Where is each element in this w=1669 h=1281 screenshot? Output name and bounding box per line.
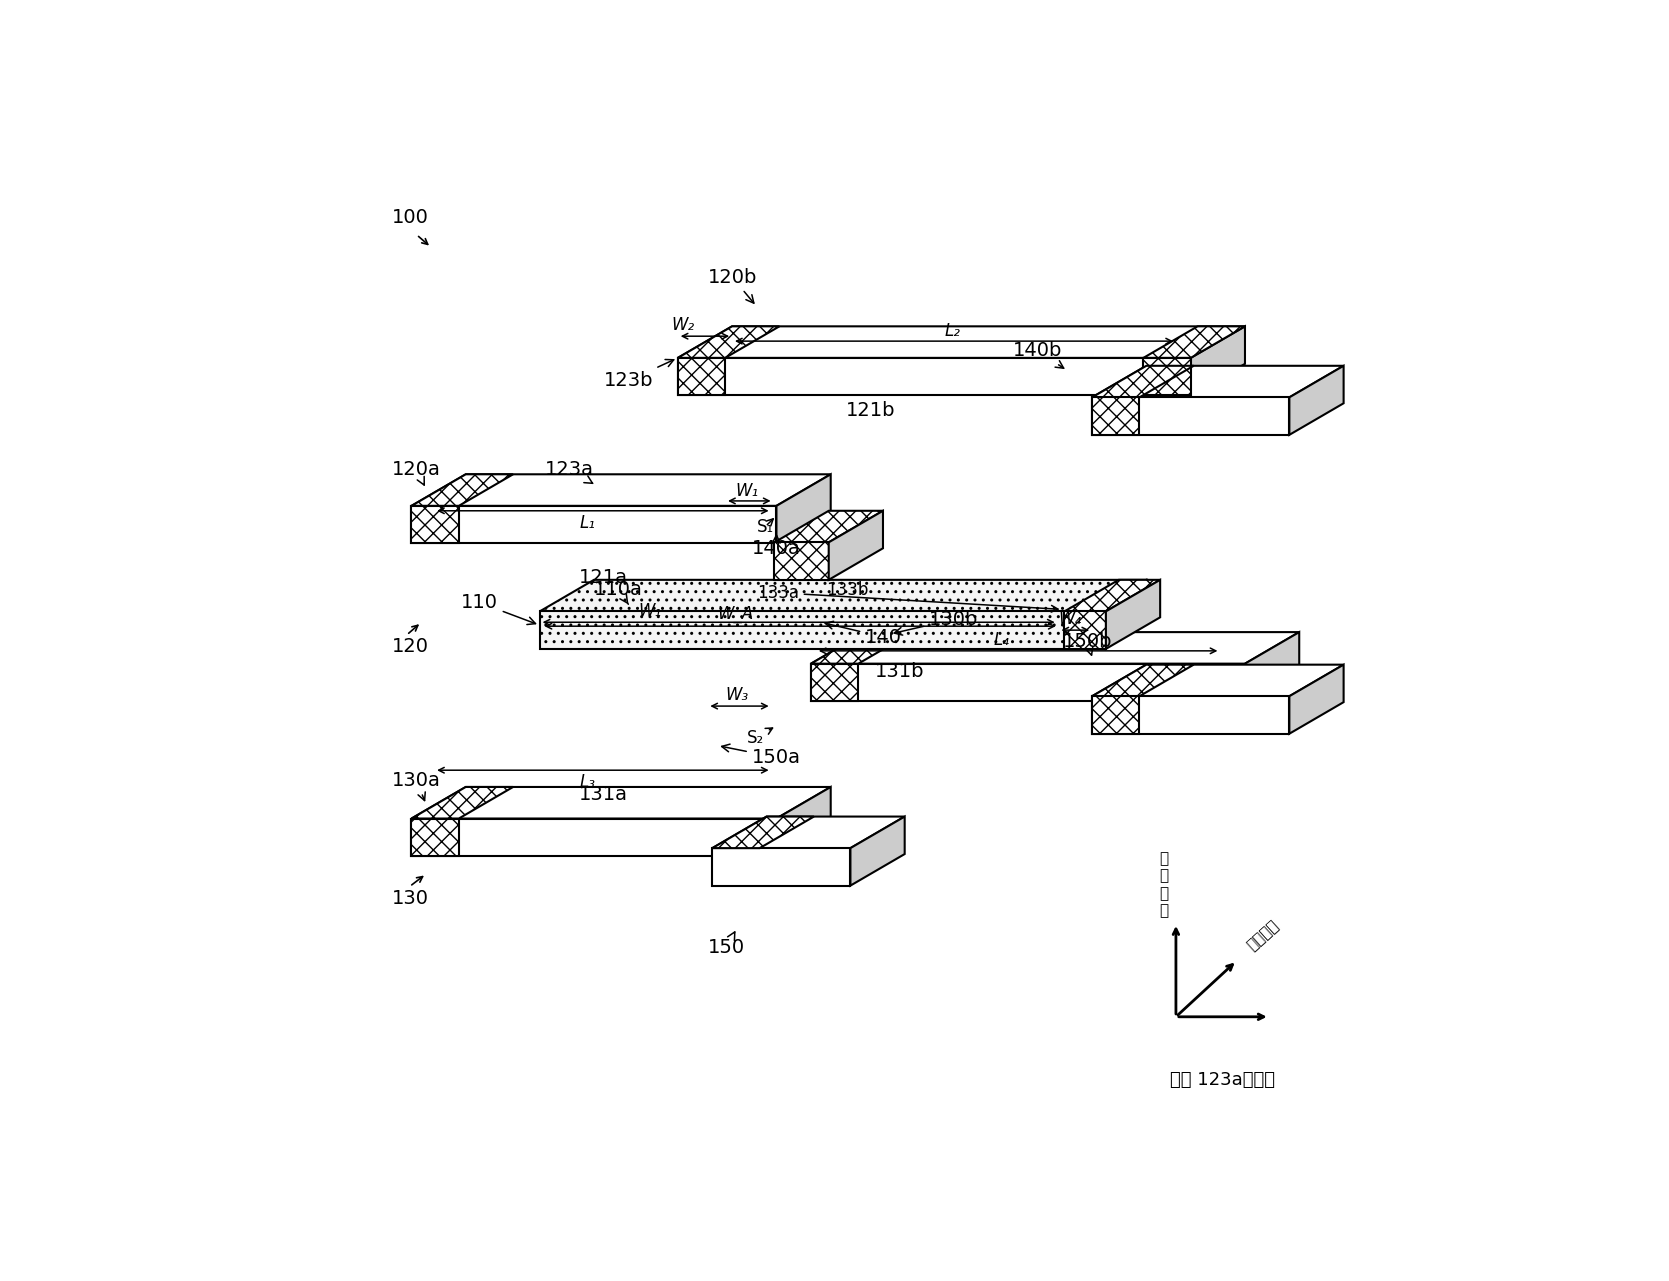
Text: 133a: 133a <box>756 584 1058 612</box>
Polygon shape <box>539 611 1092 649</box>
Polygon shape <box>829 511 883 580</box>
Polygon shape <box>1065 611 1107 649</box>
Text: 边缘 123a的方向: 边缘 123a的方向 <box>1170 1071 1275 1089</box>
Polygon shape <box>713 816 905 848</box>
Text: S₂: S₂ <box>746 728 773 747</box>
Text: 131a: 131a <box>579 785 628 804</box>
Polygon shape <box>1092 665 1193 697</box>
Polygon shape <box>678 327 779 357</box>
Polygon shape <box>1290 366 1344 434</box>
Polygon shape <box>412 819 459 856</box>
Text: 110: 110 <box>461 593 536 625</box>
Polygon shape <box>1065 580 1160 611</box>
Text: W₁: W₁ <box>638 602 661 620</box>
Polygon shape <box>1092 397 1140 434</box>
Polygon shape <box>776 787 831 856</box>
Polygon shape <box>678 357 1190 396</box>
Text: 121a: 121a <box>579 569 628 588</box>
Polygon shape <box>678 357 724 396</box>
Text: 120: 120 <box>392 638 429 656</box>
Polygon shape <box>1092 665 1344 697</box>
Polygon shape <box>1092 397 1290 434</box>
Text: 140b: 140b <box>1013 342 1063 368</box>
Text: 140a: 140a <box>751 535 801 557</box>
Text: 130a: 130a <box>392 771 441 801</box>
Polygon shape <box>412 787 512 819</box>
Text: W_A: W_A <box>718 606 753 624</box>
Polygon shape <box>851 816 905 885</box>
Polygon shape <box>1143 357 1190 396</box>
Text: 回
布
方
向: 回 布 方 向 <box>1160 851 1168 918</box>
Text: W₄: W₄ <box>1058 610 1082 628</box>
Text: 133b: 133b <box>826 580 868 598</box>
Polygon shape <box>412 506 459 543</box>
Text: 140: 140 <box>824 621 903 647</box>
Text: 130b: 130b <box>895 610 978 635</box>
Polygon shape <box>1143 327 1245 357</box>
Polygon shape <box>811 632 1298 664</box>
Polygon shape <box>774 542 829 580</box>
Text: L₄: L₄ <box>993 632 1010 649</box>
Polygon shape <box>412 819 776 856</box>
Polygon shape <box>1092 580 1147 649</box>
Text: 150: 150 <box>708 931 744 957</box>
Text: 123b: 123b <box>604 360 674 391</box>
Polygon shape <box>1190 327 1245 396</box>
Polygon shape <box>539 580 1147 611</box>
Polygon shape <box>1290 665 1344 734</box>
Polygon shape <box>811 664 858 701</box>
Polygon shape <box>1107 580 1160 649</box>
Text: W₁: W₁ <box>736 482 758 500</box>
Polygon shape <box>713 848 851 885</box>
Text: 120b: 120b <box>708 268 756 304</box>
Text: L₁: L₁ <box>579 514 596 532</box>
Text: W₃: W₃ <box>726 687 749 705</box>
Polygon shape <box>412 474 831 506</box>
Polygon shape <box>412 787 831 819</box>
Polygon shape <box>713 816 814 848</box>
Polygon shape <box>1092 697 1140 734</box>
Text: 130: 130 <box>392 889 429 908</box>
Text: L₂: L₂ <box>945 323 960 341</box>
Text: L₃: L₃ <box>579 772 596 792</box>
Text: 121b: 121b <box>846 401 895 420</box>
Text: 150a: 150a <box>721 744 801 767</box>
Polygon shape <box>412 506 776 543</box>
Text: S₁: S₁ <box>756 518 774 535</box>
Text: 150b: 150b <box>1063 633 1112 655</box>
Polygon shape <box>1092 366 1193 397</box>
Polygon shape <box>1245 632 1298 701</box>
Text: 110a: 110a <box>594 580 643 605</box>
Polygon shape <box>412 474 512 506</box>
Text: 120a: 120a <box>392 460 441 485</box>
Polygon shape <box>1092 697 1290 734</box>
Text: 布线方向: 布线方向 <box>1245 917 1282 953</box>
Text: 100: 100 <box>392 209 429 227</box>
Text: 131b: 131b <box>875 662 925 681</box>
Text: 123a: 123a <box>544 460 594 483</box>
Polygon shape <box>811 632 913 664</box>
Polygon shape <box>774 511 883 542</box>
Polygon shape <box>678 327 1245 357</box>
Text: W₂: W₂ <box>671 316 694 334</box>
Polygon shape <box>811 664 1245 701</box>
Polygon shape <box>776 474 831 543</box>
Polygon shape <box>1092 366 1344 397</box>
